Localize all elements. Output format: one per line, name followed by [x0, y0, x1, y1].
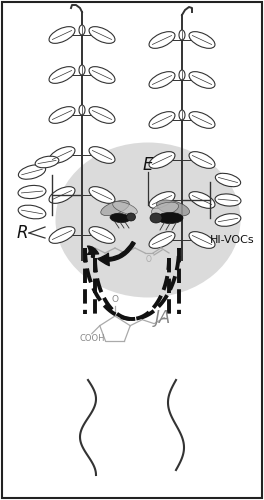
Ellipse shape — [149, 32, 175, 48]
Ellipse shape — [89, 66, 115, 84]
Ellipse shape — [215, 174, 241, 186]
Ellipse shape — [89, 26, 115, 44]
Text: O: O — [146, 254, 152, 264]
Ellipse shape — [18, 165, 46, 179]
Ellipse shape — [149, 232, 175, 248]
Ellipse shape — [89, 226, 115, 244]
Ellipse shape — [55, 142, 241, 298]
Ellipse shape — [150, 213, 162, 223]
Ellipse shape — [110, 214, 130, 222]
Text: E: E — [143, 156, 153, 174]
Text: COOH: COOH — [79, 334, 105, 342]
Ellipse shape — [49, 106, 75, 124]
Ellipse shape — [89, 106, 115, 124]
Ellipse shape — [49, 226, 75, 244]
Text: O: O — [111, 295, 119, 304]
Ellipse shape — [79, 25, 85, 35]
Ellipse shape — [35, 156, 59, 168]
Ellipse shape — [149, 192, 175, 208]
Ellipse shape — [189, 112, 215, 128]
Ellipse shape — [189, 152, 215, 168]
Ellipse shape — [151, 202, 179, 216]
Ellipse shape — [113, 202, 137, 214]
Ellipse shape — [49, 146, 75, 164]
Ellipse shape — [149, 112, 175, 128]
Ellipse shape — [189, 192, 215, 208]
Ellipse shape — [89, 186, 115, 204]
Ellipse shape — [79, 105, 85, 115]
Text: HI-VOCs: HI-VOCs — [210, 235, 254, 245]
Ellipse shape — [18, 186, 46, 198]
Ellipse shape — [179, 110, 185, 120]
Ellipse shape — [49, 186, 75, 204]
Ellipse shape — [179, 30, 185, 40]
Ellipse shape — [189, 72, 215, 88]
Ellipse shape — [79, 65, 85, 75]
Ellipse shape — [157, 200, 190, 216]
Ellipse shape — [215, 194, 241, 206]
Ellipse shape — [215, 214, 241, 226]
Ellipse shape — [49, 26, 75, 44]
Ellipse shape — [189, 232, 215, 248]
Ellipse shape — [49, 66, 75, 84]
Text: R: R — [16, 224, 28, 242]
Ellipse shape — [18, 205, 46, 219]
FancyArrowPatch shape — [87, 246, 99, 258]
Ellipse shape — [179, 70, 185, 80]
Ellipse shape — [157, 212, 183, 224]
Ellipse shape — [89, 146, 115, 164]
Text: JA: JA — [155, 309, 171, 327]
Ellipse shape — [101, 200, 129, 216]
Ellipse shape — [126, 213, 135, 221]
FancyArrowPatch shape — [98, 242, 135, 266]
Ellipse shape — [189, 32, 215, 48]
Ellipse shape — [149, 72, 175, 88]
Ellipse shape — [149, 152, 175, 168]
